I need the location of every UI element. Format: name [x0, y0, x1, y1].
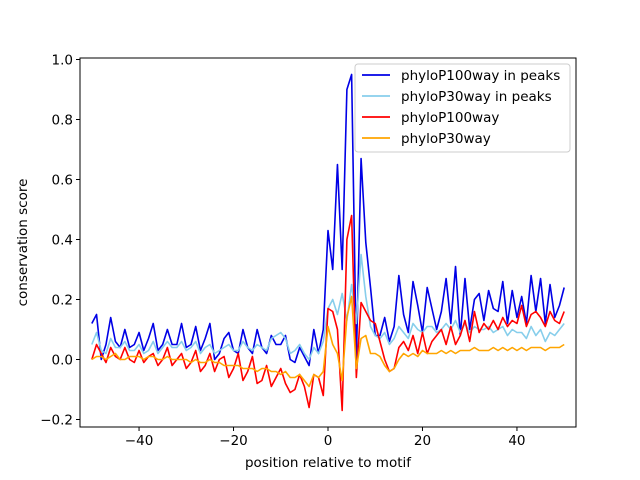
x-tick-label: 0: [324, 433, 333, 449]
y-tick-label: 0.2: [52, 293, 73, 309]
series-line-phylop30way: [91, 295, 565, 388]
series-line-phylop100way: [91, 214, 565, 412]
x-tick-label: −40: [125, 433, 154, 449]
series-line-phylop100way-in-peaks: [91, 73, 565, 367]
legend-box: [354, 63, 571, 153]
legend-label-phylop100way: phyloP100way: [401, 110, 499, 126]
legend-label-phylop100way-in-peaks: phyloP100way in peaks: [401, 68, 560, 84]
y-axis-label: conservation score: [15, 179, 31, 307]
y-tick-label: 0.6: [52, 173, 73, 189]
legend: phyloP100way in peaks phyloP30way in peak…: [354, 63, 571, 153]
y-tick-label: 1.0: [52, 53, 73, 69]
x-tick-label: −20: [219, 433, 248, 449]
tick-labels-layer: −40 −20 0 20 40 −0.2 0.0 0.2 0.4 0.6 0.8 1.0: [40, 53, 525, 450]
y-tick-label: 0.4: [52, 233, 73, 249]
x-axis-label: position relative to motif: [245, 455, 412, 471]
legend-label-phylop30way-in-peaks: phyloP30way in peaks: [401, 89, 552, 105]
legend-label-phylop30way: phyloP30way: [401, 131, 491, 147]
x-tick-label: 20: [414, 433, 431, 449]
y-tick-label: 0.0: [52, 353, 73, 369]
y-tick-label: −0.2: [40, 413, 73, 429]
y-tick-label: 0.8: [52, 113, 73, 129]
ticks-layer: [76, 59, 518, 431]
x-tick-label: 40: [508, 433, 525, 449]
series-layer: [91, 73, 565, 412]
plot-frame: [79, 57, 577, 428]
